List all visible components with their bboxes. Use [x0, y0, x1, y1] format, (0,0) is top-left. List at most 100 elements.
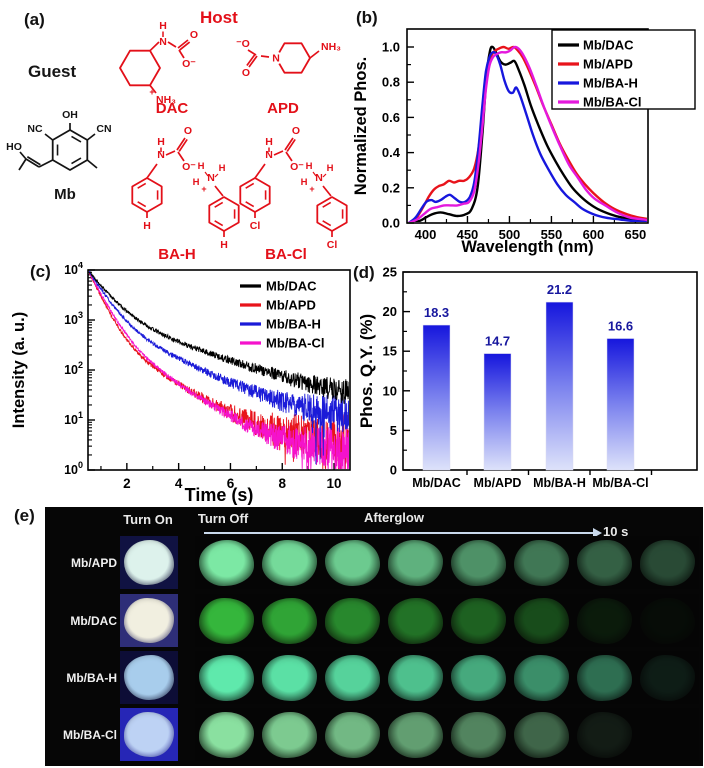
sample-label: Mb/BA-H	[66, 671, 117, 685]
panel-c-label: (c)	[30, 262, 51, 281]
svg-text:NH₃: NH₃	[156, 94, 176, 106]
svg-text:H: H	[220, 239, 228, 251]
svg-text:H: H	[306, 161, 313, 172]
glow-blob	[199, 539, 254, 586]
svg-text:Normalized Phos.: Normalized Phos.	[352, 57, 370, 195]
sample-label: Mb/DAC	[70, 614, 117, 628]
svg-text:100: 100	[64, 460, 83, 477]
powder-blob	[124, 540, 174, 585]
powder-blob	[124, 655, 174, 700]
svg-text:1.0: 1.0	[382, 40, 400, 55]
glow-blob	[451, 711, 506, 758]
legend-b: Mb/DAC Mb/APD Mb/BA-H Mb/BA-Cl	[551, 29, 696, 110]
glow-blob	[262, 539, 317, 586]
afterglow-frame	[384, 594, 447, 647]
svg-text:10: 10	[383, 383, 397, 398]
apd-structure: N ⁻O O NH₃	[236, 38, 341, 79]
svg-text:Mb/BA-H: Mb/BA-H	[583, 76, 638, 91]
afterglow-frame	[573, 594, 636, 647]
svg-text:O: O	[184, 125, 192, 137]
qy-bar-Mb/BA-H	[545, 301, 574, 471]
svg-text:0.8: 0.8	[382, 75, 400, 90]
glow-blob	[262, 711, 317, 758]
svg-text:20: 20	[383, 304, 397, 319]
svg-text:650: 650	[625, 227, 647, 242]
svg-text:O⁻: O⁻	[182, 161, 196, 173]
glow-blob	[514, 597, 569, 644]
svg-text:Mb/BA-H: Mb/BA-H	[266, 317, 321, 332]
qy-bar-Mb/BA-Cl	[606, 338, 635, 471]
svg-text:N: N	[265, 149, 273, 161]
svg-text:10: 10	[327, 476, 342, 491]
svg-text:102: 102	[64, 360, 83, 377]
glow-blob	[388, 539, 443, 586]
afterglow-frame	[573, 651, 636, 704]
svg-text:Mb/DAC: Mb/DAC	[266, 279, 317, 294]
svg-text:H: H	[193, 177, 200, 188]
afterglow-frame	[384, 708, 447, 761]
glow-blob	[451, 597, 506, 644]
glow-blob	[514, 539, 569, 586]
afterglow-frame	[258, 536, 321, 589]
glow-blob	[514, 711, 569, 758]
decay-Mb/DAC	[89, 271, 349, 404]
svg-text:400: 400	[415, 227, 437, 242]
afterglow-frame	[447, 536, 510, 589]
svg-text:N: N	[157, 149, 165, 161]
molecule-name-bacl: BA-Cl	[265, 246, 307, 263]
afterglow-frame	[195, 651, 258, 704]
svg-text:O: O	[242, 67, 250, 79]
afterglow-frame	[195, 536, 258, 589]
glow-blob	[388, 654, 443, 701]
svg-text:H: H	[198, 161, 205, 172]
glow-blob	[514, 654, 569, 701]
svg-text:500: 500	[499, 227, 521, 242]
svg-text:8: 8	[278, 476, 286, 491]
svg-text:103: 103	[64, 310, 83, 327]
svg-text:NH₃: NH₃	[321, 41, 341, 53]
svg-text:550: 550	[541, 227, 563, 242]
svg-text:Mb/DAC: Mb/DAC	[412, 476, 461, 490]
svg-text:104: 104	[64, 262, 83, 277]
svg-text:H: H	[157, 136, 165, 148]
turn-on-photo	[120, 536, 178, 589]
qy-bar-Mb/DAC	[422, 324, 451, 471]
svg-text:O: O	[292, 125, 300, 137]
svg-text:H: H	[219, 163, 226, 174]
glow-blob	[199, 711, 254, 758]
svg-text:O⁻: O⁻	[182, 58, 196, 70]
svg-text:2: 2	[123, 476, 131, 491]
decay-Mb/BA-Cl	[89, 271, 349, 469]
svg-text:Phos. Q.Y. (%): Phos. Q.Y. (%)	[360, 314, 376, 428]
svg-text:H: H	[143, 220, 151, 232]
afterglow-frame	[636, 594, 699, 647]
svg-text:H: H	[265, 136, 273, 148]
svg-text:Wavelength (nm): Wavelength (nm)	[461, 238, 593, 256]
dac-structure: NH O O⁻ +NH₃	[119, 20, 198, 106]
svg-text:0.4: 0.4	[382, 145, 401, 160]
glow-blob	[388, 597, 443, 644]
svg-text:O⁻: O⁻	[290, 161, 304, 173]
afterglow-frame	[510, 651, 573, 704]
quantum-yield-bar-chart: 0 5 10 15 20 25 18.3 Mb/DAC 14.7 Mb/APD 21.2 Mb/BA-…	[360, 265, 698, 490]
spectrum-Mb/APD	[408, 45, 647, 222]
glow-blob	[577, 539, 632, 586]
glow-blob	[640, 654, 695, 701]
afterglow-frame	[636, 651, 699, 704]
svg-text:Mb/DAC: Mb/DAC	[583, 38, 634, 53]
panel-d-label: (d)	[353, 263, 375, 282]
molecule-name-apd: APD	[267, 100, 299, 117]
svg-text:Mb/BA-Cl: Mb/BA-Cl	[266, 336, 325, 351]
svg-text:Cl: Cl	[327, 239, 338, 251]
svg-text:Mb/BA-Cl: Mb/BA-Cl	[583, 95, 642, 110]
svg-text:5: 5	[390, 423, 397, 438]
svg-text:Mb/APD: Mb/APD	[583, 57, 633, 72]
svg-text:+: +	[309, 184, 314, 194]
svg-text:6: 6	[227, 476, 235, 491]
svg-text:+: +	[201, 184, 206, 194]
svg-text:450: 450	[457, 227, 479, 242]
svg-text:Mb/APD: Mb/APD	[266, 298, 316, 313]
svg-text:15: 15	[383, 344, 397, 359]
